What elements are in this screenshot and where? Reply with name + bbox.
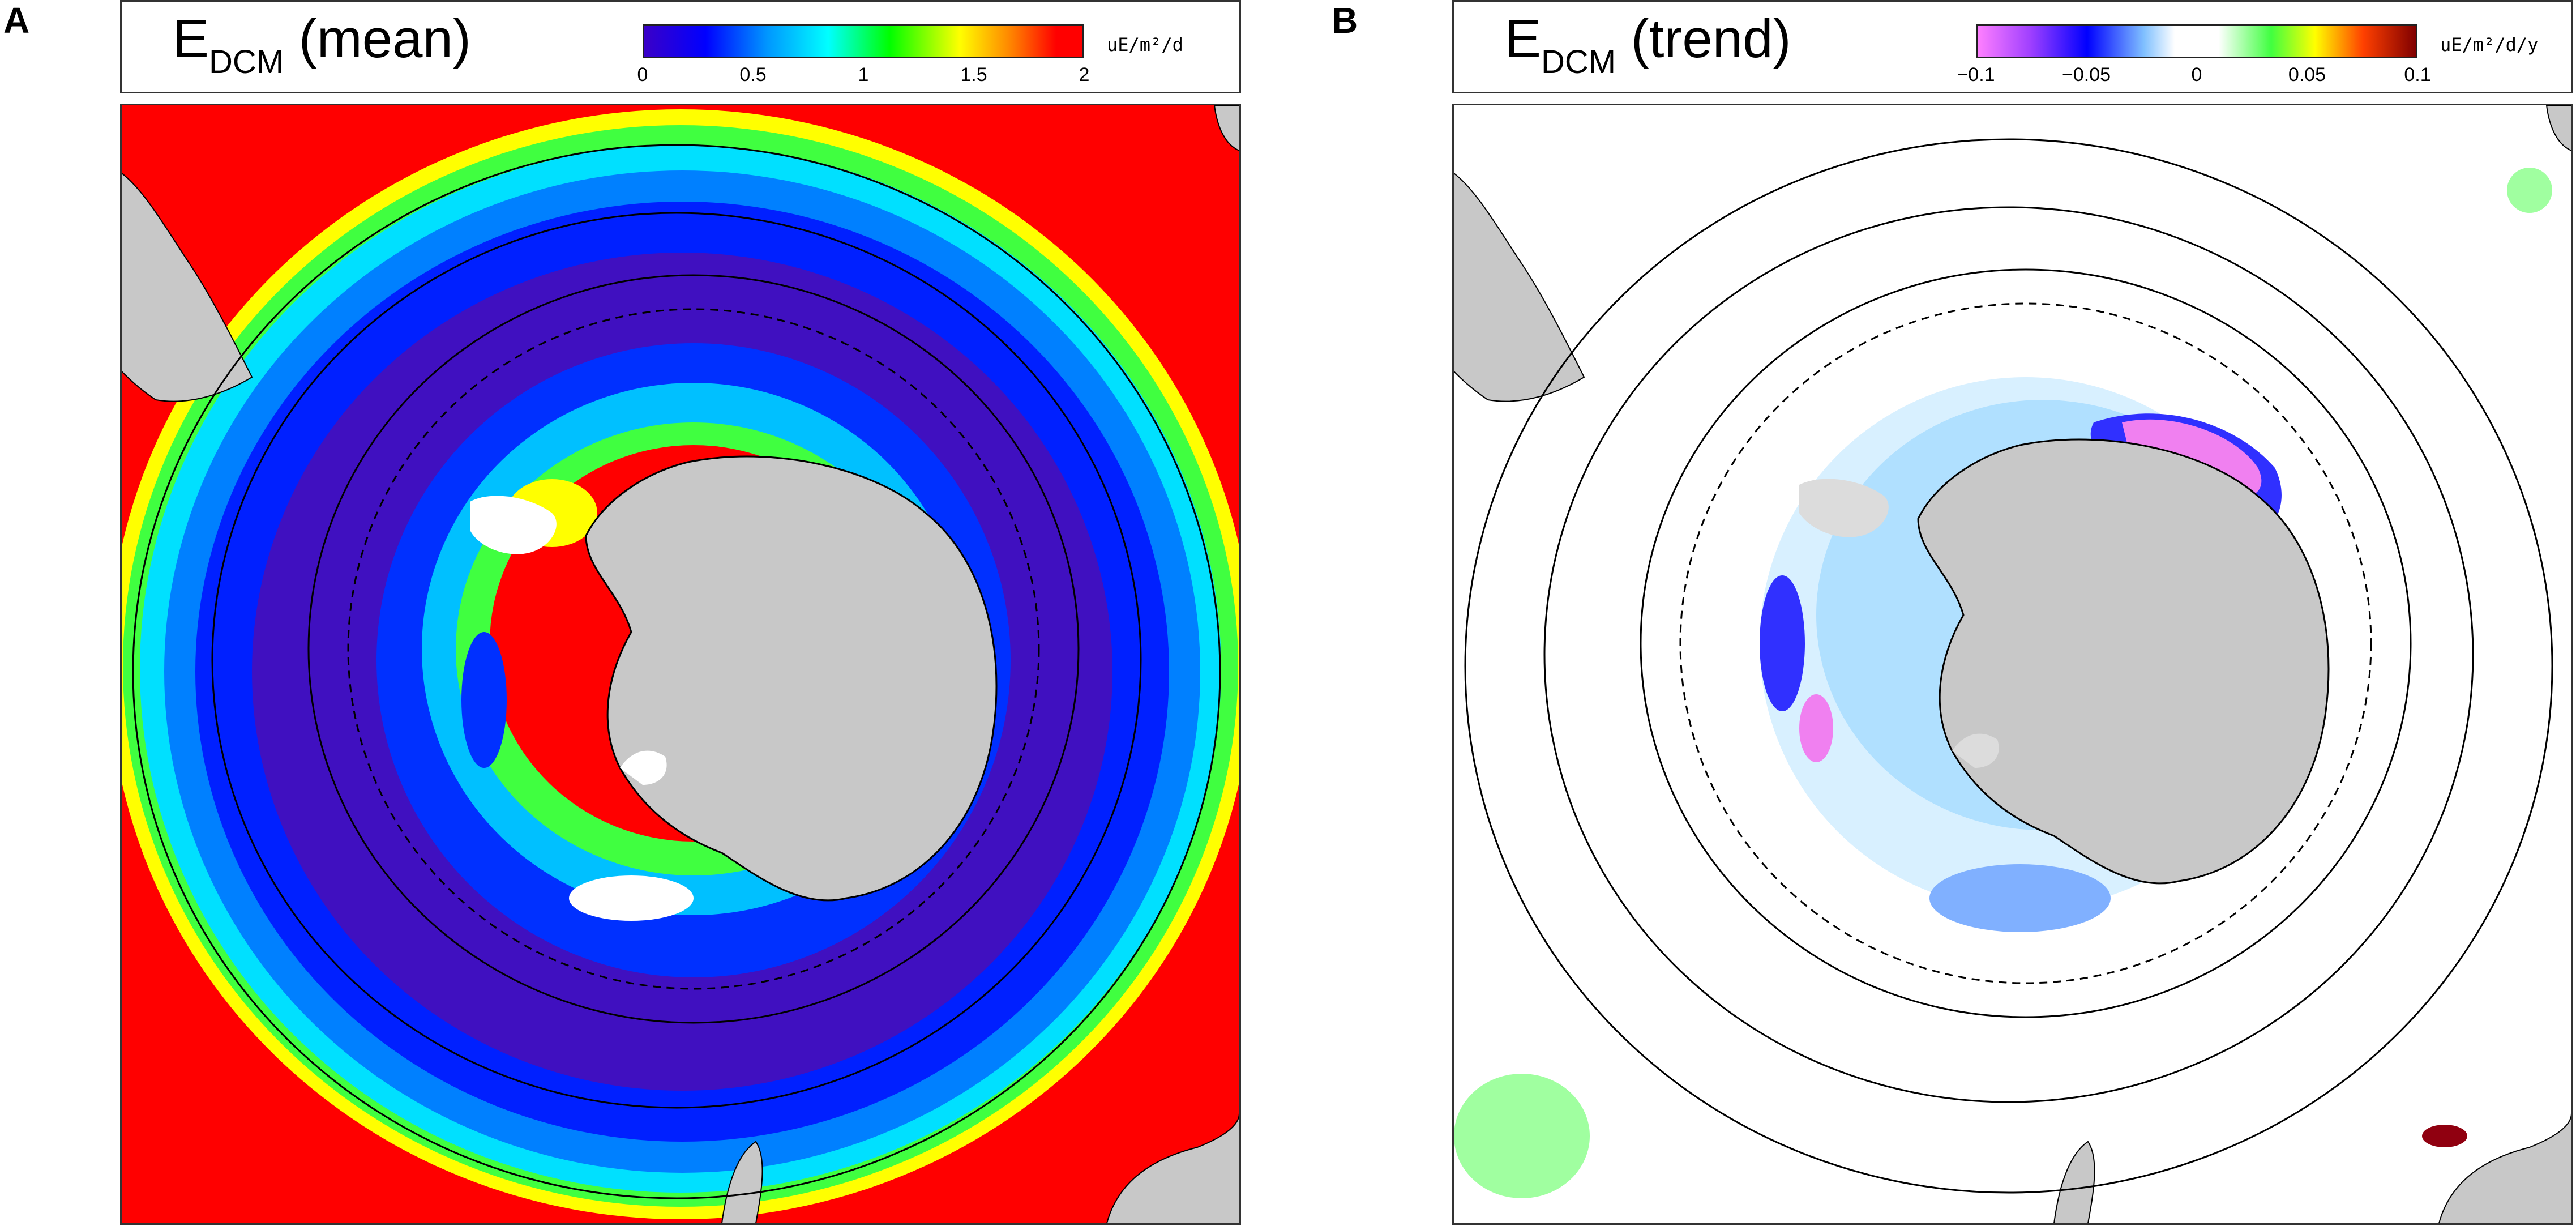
panel-a-title-box: EDCM (mean) 0 0.5 1 1.5 2 uE/m²/d — [120, 0, 1241, 93]
front-line-middle — [211, 212, 1142, 1109]
trend-patch-blue-weddell — [1929, 864, 2111, 932]
south-america-tip — [2053, 1141, 2095, 1223]
panel-b-units: uE/m²/d/y — [2440, 34, 2539, 55]
panel-a-map-svg — [122, 105, 1239, 1223]
antarctica-land — [1917, 438, 2330, 885]
australia-land — [2438, 1113, 2571, 1223]
panel-b-title: EDCM (trend) — [1505, 8, 1791, 80]
panel-b-tick-1: −0.05 — [2061, 64, 2111, 86]
front-line-dashed — [347, 308, 1040, 990]
panel-a-colorbar — [643, 24, 1084, 58]
trend-patch-green-ne — [2507, 168, 2552, 213]
panel-a-units: uE/m²/d — [1107, 34, 1183, 55]
panel-b-tick-2: 0 — [2191, 64, 2202, 86]
panel-a-tick-4: 2 — [1079, 64, 1090, 86]
front-line-outer — [1464, 138, 2553, 1194]
trend-patch-green-sw — [1454, 1074, 1590, 1198]
panel-a-letter: A — [3, 0, 30, 41]
panel-b-title-box: EDCM (trend) −0.1 −0.05 0 0.05 0.1 uE/m²… — [1452, 0, 2573, 93]
panel-a-tick-2: 1 — [858, 64, 869, 86]
panel-a-tick-3: 1.5 — [960, 64, 987, 86]
new-zealand-land — [1454, 172, 1585, 402]
trend-patch-magenta-west — [1799, 694, 1833, 762]
panel-a-title: EDCM (mean) — [173, 8, 471, 80]
mean-patch-blue — [461, 632, 507, 768]
south-america-tip — [721, 1141, 763, 1223]
ross-ice-shelf — [1799, 479, 1889, 537]
australia-land — [1106, 1113, 1239, 1223]
filchner-ice-shelf — [620, 750, 667, 785]
trend-patch-blue-west — [1760, 575, 1805, 711]
panel-b-tick-0: −0.1 — [1957, 64, 1995, 86]
panel-b-map-svg — [1454, 105, 2571, 1223]
trend-patch-darkred — [2422, 1125, 2467, 1147]
filchner-ice-shelf — [1952, 733, 1999, 768]
africa-tip — [2545, 105, 2571, 152]
panel-b-tick-3: 0.05 — [2288, 64, 2326, 86]
antarctica-land — [585, 455, 998, 902]
ross-ice-shelf — [470, 496, 557, 554]
mean-patch-white — [569, 875, 694, 921]
front-line-outer — [132, 144, 1221, 1199]
africa-tip — [1213, 105, 1239, 152]
panel-a-map — [120, 104, 1241, 1225]
panel-b-map — [1452, 104, 2573, 1225]
panel-b-tick-4: 0.1 — [2404, 64, 2431, 86]
front-line-inner — [1640, 268, 2412, 1018]
front-line-middle — [1543, 206, 2474, 1103]
panel-b-colorbar — [1976, 24, 2417, 58]
panel-a-tick-0: 0 — [637, 64, 648, 86]
panel-a-tick-1: 0.5 — [739, 64, 767, 86]
front-line-dashed — [1679, 302, 2372, 984]
new-zealand-land — [122, 172, 253, 402]
panel-b-letter: B — [1332, 0, 1358, 41]
front-line-inner — [307, 274, 1080, 1024]
